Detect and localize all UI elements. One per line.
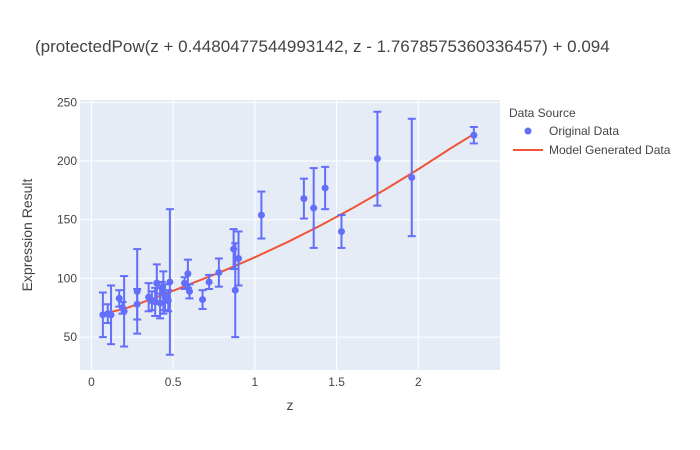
data-point[interactable]	[408, 173, 416, 181]
data-point[interactable]	[310, 204, 318, 212]
y-tick-label: 250	[57, 95, 77, 109]
data-point[interactable]	[257, 211, 265, 219]
x-tick-label: 0	[88, 375, 95, 389]
legend-label-model: Model Generated Data	[549, 143, 671, 157]
data-point[interactable]	[133, 300, 141, 308]
data-point[interactable]	[133, 287, 141, 295]
legend[interactable]: Data Source Original Data Model Generate…	[509, 106, 671, 157]
x-axis-title: z	[287, 397, 294, 413]
data-point[interactable]	[107, 311, 115, 319]
data-point[interactable]	[199, 296, 207, 304]
y-tick-label: 50	[64, 330, 78, 344]
plot-area	[80, 100, 500, 370]
data-point[interactable]	[156, 299, 164, 307]
chart-title: (protectedPow(z + 0.4480477544993142, z …	[35, 37, 610, 56]
legend-marker-original	[524, 127, 532, 135]
data-points	[99, 131, 478, 319]
data-point[interactable]	[164, 297, 172, 305]
data-point[interactable]	[115, 294, 123, 302]
data-point[interactable]	[235, 254, 243, 262]
legend-label-original: Original Data	[549, 124, 619, 138]
y-axis-title: Expression Result	[19, 178, 35, 291]
data-point[interactable]	[166, 278, 174, 286]
x-tick-label: 0.5	[165, 375, 182, 389]
x-tick-label: 2	[415, 375, 422, 389]
legend-title: Data Source	[509, 106, 576, 120]
data-point[interactable]	[181, 279, 189, 287]
grid-lines	[80, 100, 500, 370]
data-point[interactable]	[185, 287, 193, 295]
legend-item-model[interactable]: Model Generated Data	[513, 143, 671, 157]
y-tick-label: 200	[57, 154, 77, 168]
data-point[interactable]	[120, 307, 128, 315]
data-point[interactable]	[205, 278, 213, 286]
legend-item-original[interactable]: Original Data	[524, 124, 620, 138]
data-point[interactable]	[215, 269, 223, 277]
y-tick-label: 150	[57, 213, 77, 227]
data-point[interactable]	[470, 131, 478, 139]
y-tick-label: 100	[57, 271, 77, 285]
data-point[interactable]	[321, 184, 329, 192]
data-point[interactable]	[184, 270, 192, 278]
data-point[interactable]	[153, 279, 161, 287]
data-point[interactable]	[231, 286, 239, 294]
x-tick-label: 1	[252, 375, 259, 389]
data-point[interactable]	[373, 155, 381, 163]
data-point[interactable]	[230, 245, 238, 253]
x-tick-label: 1.5	[328, 375, 345, 389]
data-point[interactable]	[337, 227, 345, 235]
data-point[interactable]	[300, 195, 308, 203]
